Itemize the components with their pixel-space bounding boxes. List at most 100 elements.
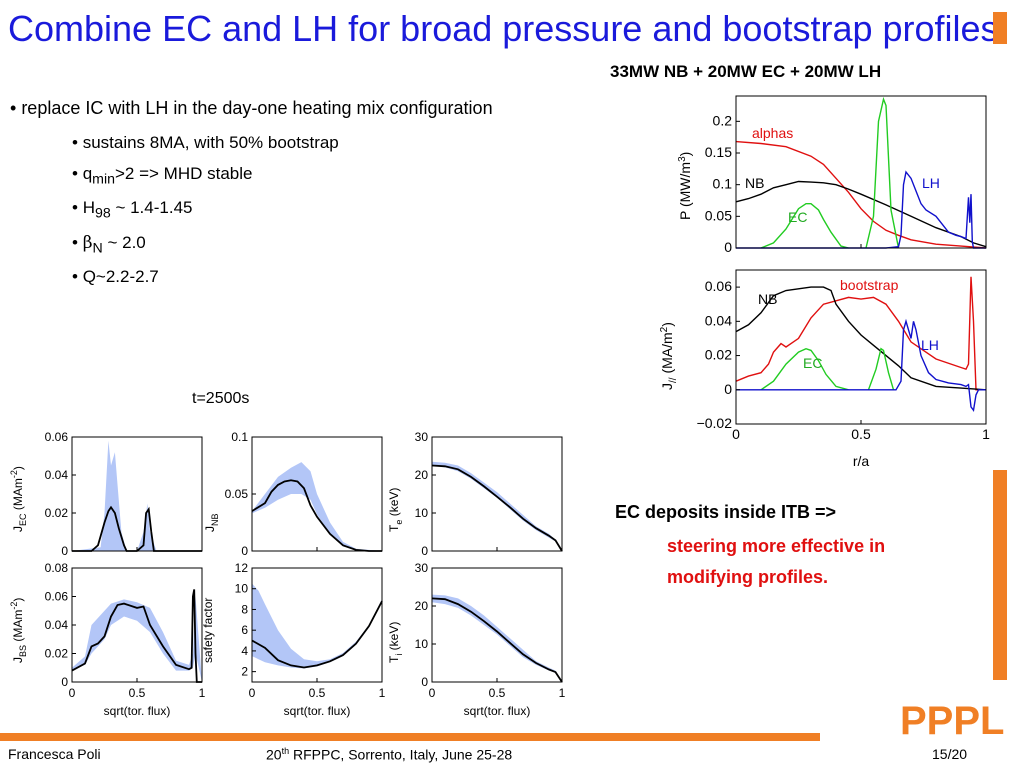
chart-safety: 2 4 6 8 10 12 0 0.5 1 safety factor sqrt(tor. flux…: [201, 561, 386, 718]
j_ec-ytick-label: 0.06: [45, 430, 69, 444]
power-series-ec-3: [865, 96, 900, 249]
footer-conf-number: 20: [266, 746, 282, 763]
safety-uncertainty-band: [252, 583, 382, 669]
ti-ytick-label: 10: [415, 637, 429, 651]
current-series-ec-3: [867, 347, 895, 391]
bullet-beta: • βN ~ 2.0: [72, 232, 146, 257]
bullet-h98: • H98 ~ 1.4-1.45: [72, 198, 193, 222]
qmin-subscript: min: [92, 171, 115, 188]
j_ec-ytick-label: 0.02: [45, 506, 69, 520]
j_bs-xlabel: sqrt(tor. flux): [104, 704, 171, 718]
current-ytick-label: 0.06: [705, 278, 732, 294]
j_nb-ytick-label: 0.05: [225, 487, 249, 501]
current-ylabel: J// (MA/m2): [659, 322, 679, 390]
chart-te: 0 10 20 30 Te (keV): [387, 430, 563, 558]
power-ytick-label: 0.2: [713, 112, 733, 128]
safety-xtick-label: 0.5: [309, 686, 326, 700]
logo-lettering: PPPL: [900, 699, 1004, 740]
current-xtick-label: 1: [982, 426, 990, 442]
ti-series-t-i-0: [431, 597, 563, 683]
j_bs-uncertainty-band: [72, 596, 202, 682]
j_bs-ylabel: JBS (MAm-2): [9, 598, 28, 663]
alphas-label: alphas: [752, 125, 793, 141]
footer-author: Francesca Poli: [8, 746, 101, 762]
beta-subscript: N: [92, 240, 103, 257]
j_ec-uncertainty-band: [72, 440, 202, 551]
ti-xtick-label: 0.5: [489, 686, 506, 700]
nb-label-2: NB: [758, 291, 777, 307]
current-series-bootstrap-0: [735, 276, 986, 391]
note-line-3: modifying profiles.: [667, 567, 829, 587]
te-ytick-label: 30: [415, 430, 429, 444]
lh-label: LH: [922, 175, 940, 191]
power-series-nb-1: [735, 180, 987, 248]
power-ytick-label: 0.1: [713, 176, 733, 192]
footer-conf-sup: th: [281, 746, 290, 756]
ti-xlabel: sqrt(tor. flux): [464, 704, 531, 718]
ti-ylabel: Ti (keV): [387, 622, 404, 663]
bullet-qmin: • qmin>2 => MHD stable: [72, 164, 253, 188]
te-ytick-label: 10: [415, 506, 429, 520]
q-gain-text: Q~2.2-2.7: [82, 267, 159, 287]
safety-xtick-label: 0: [249, 686, 256, 700]
ti-ytick-label: 0: [421, 675, 428, 689]
current-xlabel: r/a: [853, 453, 870, 469]
time-label: t=2500s: [192, 390, 249, 407]
safety-ytick-label: 2: [241, 665, 248, 679]
bullet-list: • replace IC with LH in the day-one heat…: [10, 98, 493, 298]
current-ytick-label: 0.02: [705, 347, 732, 363]
safety-ytick-label: 12: [235, 561, 249, 575]
j_nb-uncertainty-band: [252, 462, 382, 551]
current-ytick-label: 0: [724, 381, 732, 397]
pppl-logo: PPPL: [900, 699, 1004, 740]
safety-ytick-label: 4: [241, 644, 248, 658]
j_bs-xtick-label: 1: [199, 686, 206, 700]
ti-xtick-label: 0: [429, 686, 436, 700]
beta-symbol: β: [82, 232, 93, 253]
ec-note: EC deposits inside ITB => steering more …: [615, 502, 885, 593]
power-frame: [735, 95, 987, 249]
j_ec-ytick-label: 0: [61, 544, 68, 558]
j_bs-xtick-label: 0.5: [129, 686, 146, 700]
note-line-1: EC deposits inside ITB =>: [615, 502, 837, 522]
bootstrap-label: bootstrap: [840, 277, 899, 293]
footer-page-number: 15/20: [932, 746, 968, 762]
ti-ytick-label: 20: [415, 599, 429, 613]
te-ylabel: Te (keV): [387, 488, 404, 532]
right-accent-bar-top: [993, 12, 1007, 44]
current-xtick-label: 0.5: [851, 426, 871, 442]
scenario-subtitle: 33MW NB + 20MW EC + 20MW LH: [610, 62, 882, 81]
safety-ylabel: safety factor: [201, 598, 215, 663]
beta-text: ~ 2.0: [102, 232, 146, 252]
power-ytick-label: 0.05: [705, 207, 732, 223]
ti-xtick-label: 1: [559, 686, 566, 700]
ec-label: EC: [788, 209, 807, 225]
note-highlight: steering more effective in modifying pro…: [667, 531, 885, 593]
chart-power: 0 0.05 0.1 0.15 0.2 P (MW/m3) alphas NB EC LH: [677, 95, 987, 255]
bullet-q-gain: • Q~2.2-2.7: [72, 267, 159, 287]
j_bs-ytick-label: 0.04: [45, 618, 69, 632]
j_ec-ytick-label: 0.04: [45, 468, 69, 482]
chart-j_bs: 0 0.02 0.04 0.06 0.08 0 0.5 1 JBS (MAm-2) sqrt(to…: [9, 561, 206, 718]
power-ylabel: P (MW/m3): [677, 152, 693, 220]
current-ytick-label: −0.02: [697, 415, 733, 431]
safety-xtick-label: 1: [379, 686, 386, 700]
te-ytick-label: 20: [415, 468, 429, 482]
h98-subscript: 98: [94, 205, 111, 222]
bullet-main: • replace IC with LH in the day-one heat…: [10, 98, 493, 118]
note-line-2: steering more effective in: [667, 536, 886, 556]
te-ytick-label: 0: [421, 544, 428, 558]
te-uncertainty-band: [432, 461, 562, 551]
j_ec-frame: [71, 436, 203, 552]
chart-j_ec: 0 0.02 0.04 0.06 JEC (MAm-2): [9, 430, 203, 558]
current-xtick-label: 0: [732, 426, 740, 442]
right-accent-bar: [993, 470, 1007, 680]
nb-label: NB: [745, 175, 764, 191]
slide-title: Combine EC and LH for broad pressure and…: [8, 8, 999, 49]
safety-ytick-label: 10: [235, 582, 249, 596]
safety-series-q-0: [251, 600, 383, 669]
h98-text: ~ 1.4-1.45: [110, 198, 193, 218]
j_ec-series-j-ec-0: [72, 505, 202, 552]
